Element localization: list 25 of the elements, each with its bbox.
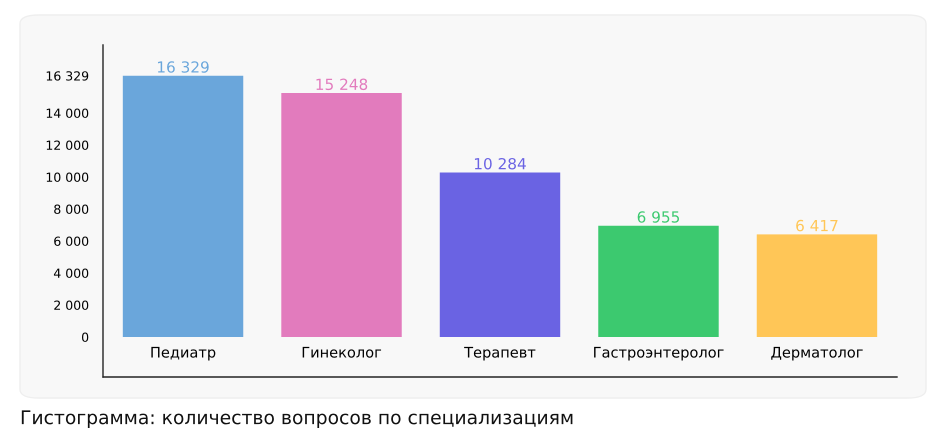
- x-tick-label: Терапевт: [464, 346, 536, 361]
- bar: [281, 93, 402, 337]
- y-tick-label: 12 000: [46, 140, 88, 150]
- data-label: 6 955: [638, 211, 680, 223]
- x-tick-label: Дерматолог: [771, 346, 863, 361]
- x-tick-label: Педиатр: [151, 346, 216, 361]
- data-label: 16 329: [158, 61, 209, 73]
- y-tick-label: 2 000: [54, 300, 88, 310]
- y-tick-label: 0: [82, 332, 88, 342]
- text: Гистограмма: количество вопросов по специализациям: [22, 410, 572, 428]
- bar: [440, 172, 560, 337]
- x-tick-label: Гинеколог: [302, 346, 382, 358]
- data-label: 15 248: [316, 78, 368, 90]
- data-label: 6 417: [796, 220, 838, 232]
- y-tick-label: 6 000: [54, 236, 88, 246]
- bar: [122, 76, 244, 337]
- bar: [756, 234, 878, 337]
- y-tick-label: 8 000: [54, 204, 88, 214]
- x-tick-label: Гастроэнтеролог: [594, 346, 724, 361]
- data-label: 10 284: [474, 158, 526, 170]
- y-tick-label: 16 329: [46, 71, 88, 81]
- bar: [598, 226, 719, 337]
- y-tick-label: 14 000: [46, 108, 88, 118]
- y-tick-label: 4 000: [54, 268, 88, 278]
- y-tick-label: 10 000: [46, 172, 88, 182]
